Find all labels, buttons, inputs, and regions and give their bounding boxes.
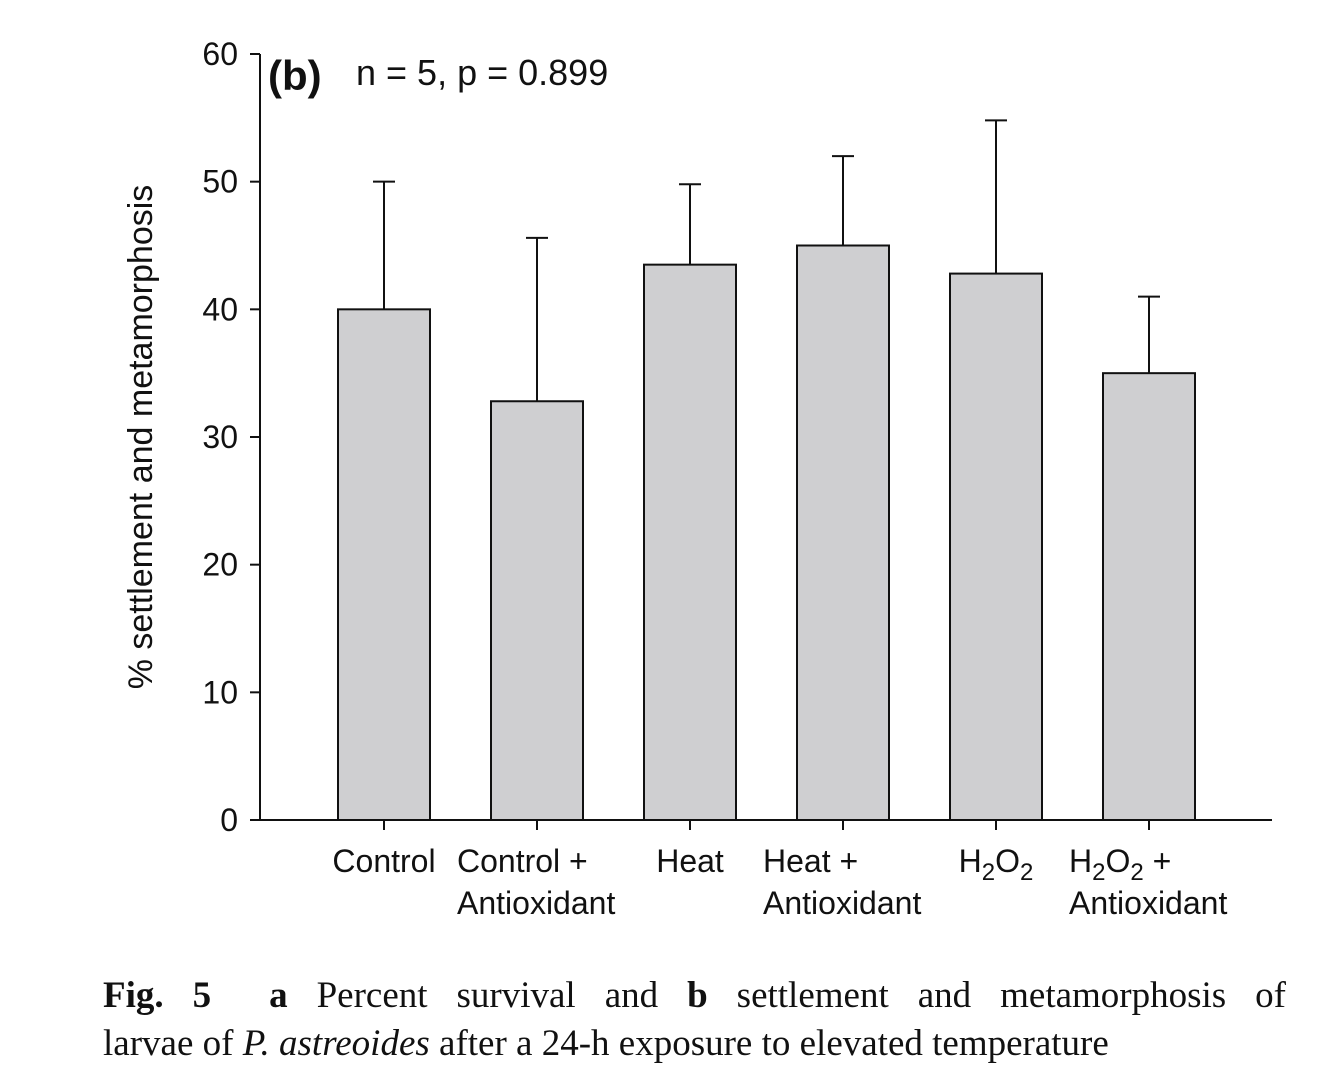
caption-part-b: b [687, 975, 708, 1016]
y-tick-label-30: 30 [202, 419, 238, 455]
x-ticks-layer: Control Control + Antioxidant Heat Heat + Ant… [332, 820, 1227, 921]
caption-line-1: Fig. 5 a Percent survival and b settleme… [103, 972, 1286, 1020]
x-tick-label-0: Control [332, 843, 435, 879]
y-tick-label-0: 0 [220, 802, 238, 838]
bar-1 [490, 400, 584, 821]
y-ticks-layer: 0 10 20 30 40 50 60 [202, 36, 260, 838]
bar-2 [643, 263, 737, 821]
x-tick-label-5: H2​O2​ + [1069, 843, 1171, 886]
caption-part-a: a [269, 975, 288, 1016]
x-tick-label-3: Heat + [763, 843, 858, 879]
y-tick-label-20: 20 [202, 547, 238, 583]
x-tick-label-5-line2: Antioxidant [1069, 885, 1227, 921]
caption-line-2: larvae of P. astreoides after a 24-h exp… [103, 1020, 1286, 1068]
panel-label: (b) [268, 52, 322, 99]
x-tick-label-4: H2​O2​ [959, 843, 1034, 886]
bar-5 [1102, 372, 1196, 821]
bar-4 [949, 272, 1043, 821]
caption-species: P. astreoides [242, 1023, 430, 1064]
x-tick-label-2: Heat [656, 843, 724, 879]
caption-line2-post: after a 24-h exposure to elevated temper… [439, 1023, 1109, 1064]
x-tick-label-1: Control + [457, 843, 588, 879]
x-tick-label-1-line2: Antioxidant [457, 885, 615, 921]
stats-annotation: n = 5, p = 0.899 [356, 52, 608, 93]
bar-3 [796, 244, 890, 821]
caption-text-b: settlement and metamorphosis of [736, 975, 1287, 1016]
x-tick-label-3-line2: Antioxidant [763, 885, 921, 921]
bar-0 [337, 308, 431, 821]
caption-line2-pre: larvae of [103, 1023, 234, 1064]
y-tick-label-50: 50 [202, 164, 238, 200]
y-axis-label: % settlement and metamorphosis [122, 185, 160, 690]
y-tick-label-10: 10 [202, 674, 238, 710]
bars-layer [337, 244, 1196, 821]
caption-text-a: Percent survival and [316, 975, 659, 1016]
figure-caption: Fig. 5 a Percent survival and b settleme… [103, 972, 1286, 1068]
y-tick-label-40: 40 [202, 291, 238, 327]
error-bars-layer [373, 119, 1160, 402]
y-tick-label-60: 60 [202, 36, 238, 72]
caption-fig-label: Fig. 5 [103, 975, 212, 1016]
bar-chart: 0 10 20 30 40 50 60 Control Control + Antioxidan… [122, 36, 1272, 921]
